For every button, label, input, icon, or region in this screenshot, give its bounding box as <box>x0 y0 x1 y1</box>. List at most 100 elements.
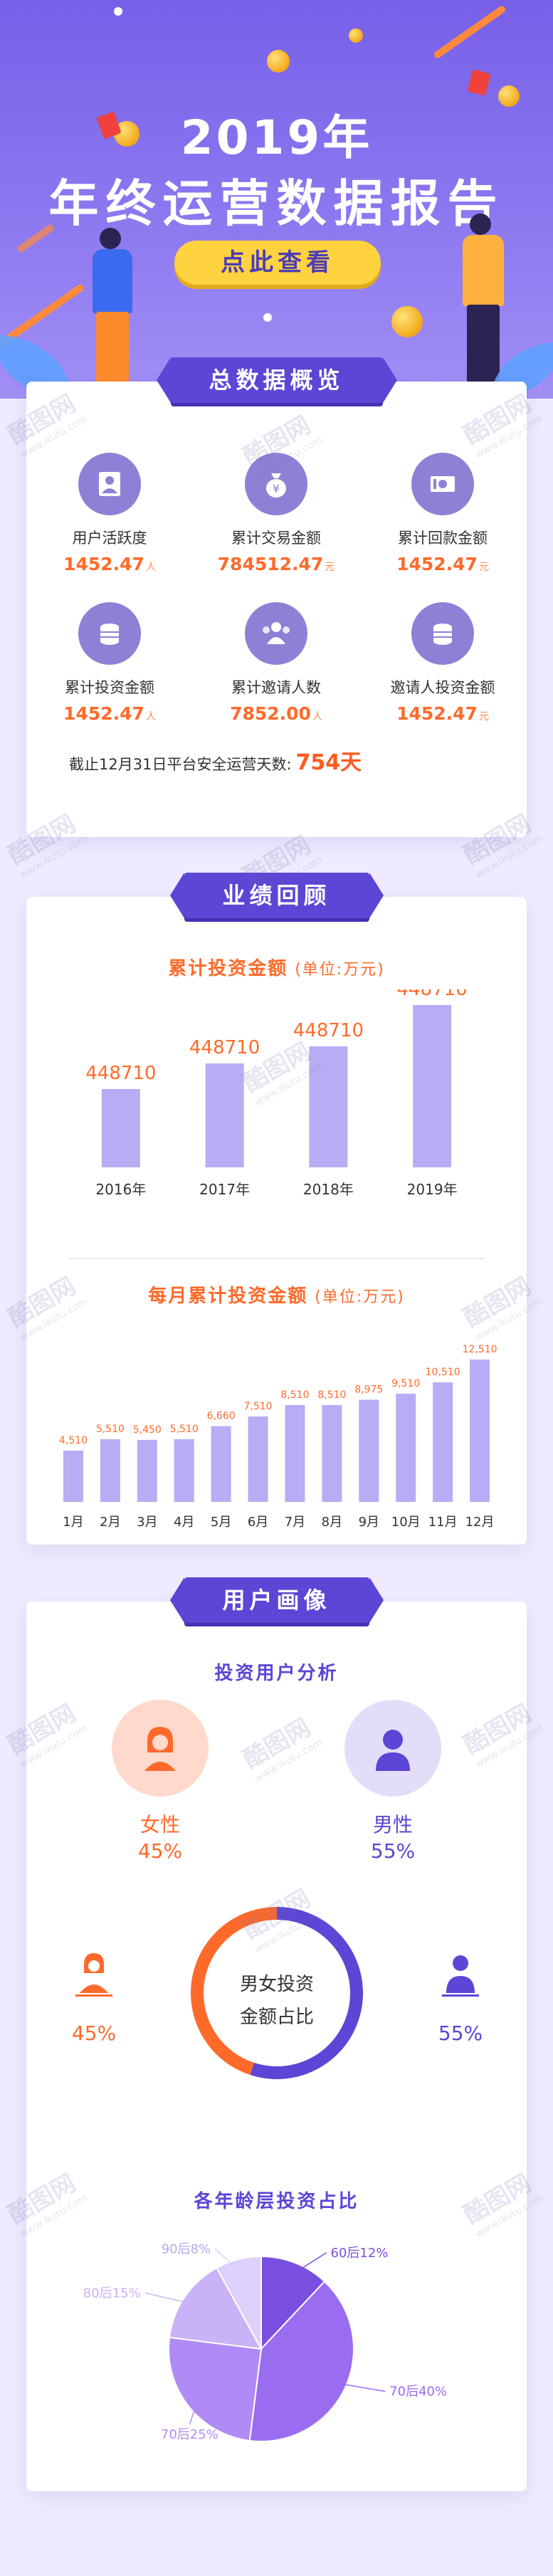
stat-label: 累计投资金额 <box>65 679 154 696</box>
stat-total-returned: 累计回款金额 1452.47 元 <box>359 453 526 574</box>
operating-days-label: 截止12月31日平台安全运营天数: <box>69 756 292 773</box>
money-bag-icon: ¥ <box>245 453 307 515</box>
category-label: 12月 <box>465 1515 495 1530</box>
pie-leader-line <box>290 2252 327 2276</box>
coin-icon <box>267 50 290 73</box>
bar-value-label: 8,510 <box>280 1389 309 1401</box>
chart-bar <box>101 1089 140 1167</box>
stat-total-investment: 累计投资金额 1452.47 人 <box>26 602 193 724</box>
pie-slice-label: 70后40% <box>389 2385 447 2399</box>
decor-streak <box>432 4 507 60</box>
hero-title-year: 2019年 <box>180 110 373 165</box>
view-report-button[interactable]: 点此查看 <box>174 241 381 285</box>
chart-bar <box>174 1439 194 1502</box>
stat-value: 1452.47 人 <box>63 554 156 574</box>
chart-bar <box>137 1439 157 1502</box>
female-small-icon <box>75 1953 112 1997</box>
pie-leader-line <box>144 2292 196 2306</box>
male-small-icon <box>442 1955 479 1997</box>
person-illustration-left-legs <box>96 312 129 390</box>
chart-bar <box>63 1450 83 1502</box>
chart-bar <box>413 1005 452 1167</box>
invest-user-title: 投资用户分析 <box>214 1663 339 1684</box>
user-portrait-card: 用户画像 投资用户分析 女性 45% 男性 55% 男女投资 金额占比 <box>26 1577 527 2491</box>
red-envelope-icon <box>467 69 491 96</box>
chart-bar <box>470 1360 490 1502</box>
banknote-icon <box>411 453 474 515</box>
female-label: 女性 <box>139 1813 180 1836</box>
hero-title-main: 年终运营数据报告 <box>48 174 505 233</box>
pie-slice-label: 60后12% <box>331 2246 389 2261</box>
chart-bar <box>248 1416 268 1502</box>
pie-slice <box>248 2280 354 2442</box>
category-label: 10月 <box>391 1515 421 1530</box>
male-percent: 55% <box>370 1839 416 1863</box>
bar-value-label: 448710 <box>293 1020 364 1041</box>
bar-value-label: 10,510 <box>426 1367 460 1378</box>
category-label: 2月 <box>100 1515 120 1530</box>
category-label: 2019年 <box>407 1181 458 1198</box>
category-label: 9月 <box>359 1515 379 1530</box>
monthly-investment-chart: 4,510 1月 5,510 2月 5,450 3月 5,510 4月 6,660 5月 7,510… <box>59 1344 497 1530</box>
chart-bar <box>211 1426 231 1502</box>
svg-text:¥: ¥ <box>273 482 280 495</box>
bar-value-label: 5,510 <box>96 1424 125 1435</box>
pie-leader-line <box>189 2397 200 2425</box>
bar-value-label: 12,510 <box>463 1344 497 1355</box>
male-label: 男性 <box>372 1813 413 1836</box>
donut-female-percent: 45% <box>71 2022 117 2045</box>
donut-segment <box>191 1907 363 2079</box>
category-label: 2016年 <box>95 1181 146 1198</box>
coin-icon <box>263 313 272 322</box>
stat-total-transaction: ¥ 累计交易金额 784512.47 元 <box>193 453 359 574</box>
monthly-chart-title: 每月累计投资金额 (单位:万元) <box>148 1286 405 1307</box>
bar-value-label: 448710 <box>189 1037 260 1058</box>
coin-icon <box>391 306 423 337</box>
chart-bar <box>359 1399 379 1502</box>
coin-stack-icon <box>78 602 141 665</box>
overview-card: 总数据概览 用户活跃度 1452.47 人 ¥ 累计交易金额 784512.47 元… <box>26 357 527 837</box>
stat-label: 邀请人投资金额 <box>390 679 495 696</box>
category-label: 7月 <box>285 1515 305 1530</box>
donut-male-percent: 55% <box>438 2022 483 2045</box>
pie-slice <box>168 2336 263 2442</box>
bar-value-label: 4,510 <box>59 1435 88 1446</box>
user-portrait-tab-label: 用户画像 <box>169 1577 384 1623</box>
performance-tab-label: 业绩回顾 <box>169 873 384 918</box>
stat-total-invited: 累计邀请人数 7852.00 人 <box>193 602 359 724</box>
operating-days: 截止12月31日平台安全运营天数: 754天 <box>69 745 362 776</box>
stat-label: 累计回款金额 <box>398 530 488 547</box>
pie-slice <box>260 2255 326 2351</box>
chart-bar <box>433 1382 453 1502</box>
male-icon <box>376 1730 410 1771</box>
gender-donut-chart <box>191 1907 363 2079</box>
age-chart-title: 各年龄层投资占比 <box>194 2191 359 2212</box>
chart-bar <box>100 1439 120 1502</box>
person-illustration-left-body <box>93 249 132 313</box>
stat-inviter-investment: 邀请人投资金额 1452.47 元 <box>359 602 526 724</box>
user-badge-icon <box>78 453 141 515</box>
bar-value-label: 8,510 <box>317 1389 346 1401</box>
bar-value-label: 6,660 <box>207 1411 236 1422</box>
overview-tab-label: 总数据概览 <box>156 357 397 403</box>
stat-label: 用户活跃度 <box>72 530 147 547</box>
operating-days-value: 754天 <box>295 750 362 775</box>
category-label: 4月 <box>174 1515 194 1530</box>
pie-leader-line <box>214 2248 243 2273</box>
person-illustration-left <box>100 228 121 249</box>
person-illustration-right <box>470 214 491 235</box>
category-label: 2017年 <box>199 1181 250 1198</box>
age-pie-chart: 60后12% 70后40% 70后25% 80后15% 90后8% <box>83 2241 447 2442</box>
bar-value-label: 7,510 <box>243 1401 272 1412</box>
category-label: 2018年 <box>303 1181 354 1198</box>
stat-value: 1452.47 人 <box>63 703 156 724</box>
stat-value: 1452.47 元 <box>396 703 489 724</box>
coin-icon <box>349 28 363 43</box>
users-group-icon <box>245 602 307 665</box>
coin-stack-icon <box>411 602 474 665</box>
pie-slice <box>168 2266 263 2350</box>
category-label: 5月 <box>211 1515 231 1530</box>
pie-leader-line <box>332 2382 386 2392</box>
stat-value: 1452.47 元 <box>396 554 489 574</box>
chart-bar <box>205 1063 244 1167</box>
